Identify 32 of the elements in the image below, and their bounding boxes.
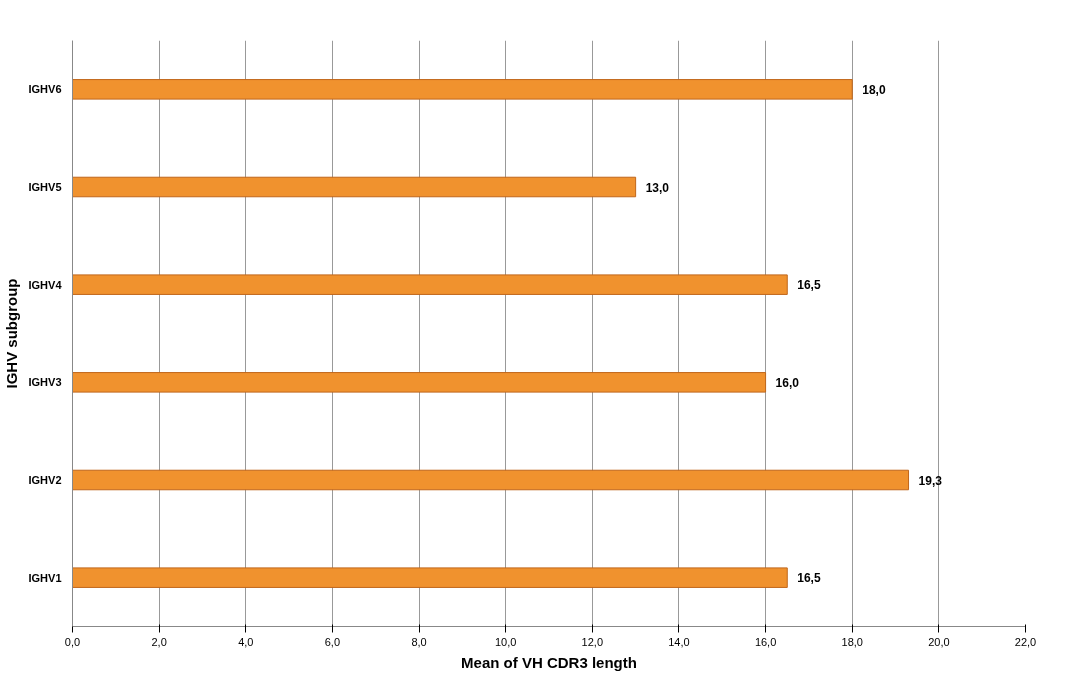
bar [72,176,637,198]
x-tick-label: 14,0 [668,635,690,648]
bar [72,372,767,393]
data-label: 16,5 [797,571,821,586]
x-tick-label: 16,0 [754,635,777,648]
y-tick-label: IGHV6 [28,83,62,96]
y-tick-label: IGHV2 [28,474,62,486]
bar [72,274,788,295]
x-tick-label: 4,0 [238,635,254,648]
y-tick-label: IGHV5 [28,181,62,193]
y-tick-label: IGHV1 [28,571,62,584]
data-label: 19,3 [918,473,943,488]
x-tick-label: 22,0 [1014,635,1037,648]
data-label: 18,0 [862,82,886,97]
x-tick-label: 2,0 [151,635,167,648]
x-tick-label: 10,0 [494,635,517,648]
data-label: 16,0 [775,375,800,390]
x-tick-label: 20,0 [928,635,950,648]
data-label: 13,0 [645,180,670,195]
x-tick-label: 12,0 [581,635,604,648]
bar [72,567,788,588]
bar [72,79,853,100]
y-tick-label: IGHV3 [28,376,62,389]
bar [72,469,910,491]
x-tick-label: 0,0 [64,635,81,648]
y-axis-title: IGHV subgroup [3,278,21,389]
data-label: 16,5 [797,278,821,293]
y-tick-label: IGHV4 [28,278,63,291]
x-tick-label: 8,0 [411,635,427,648]
x-axis-title: Mean of VH CDR3 length [461,653,637,671]
x-tick-label: 18,0 [841,635,863,648]
x-tick-label: 6,0 [324,635,341,648]
